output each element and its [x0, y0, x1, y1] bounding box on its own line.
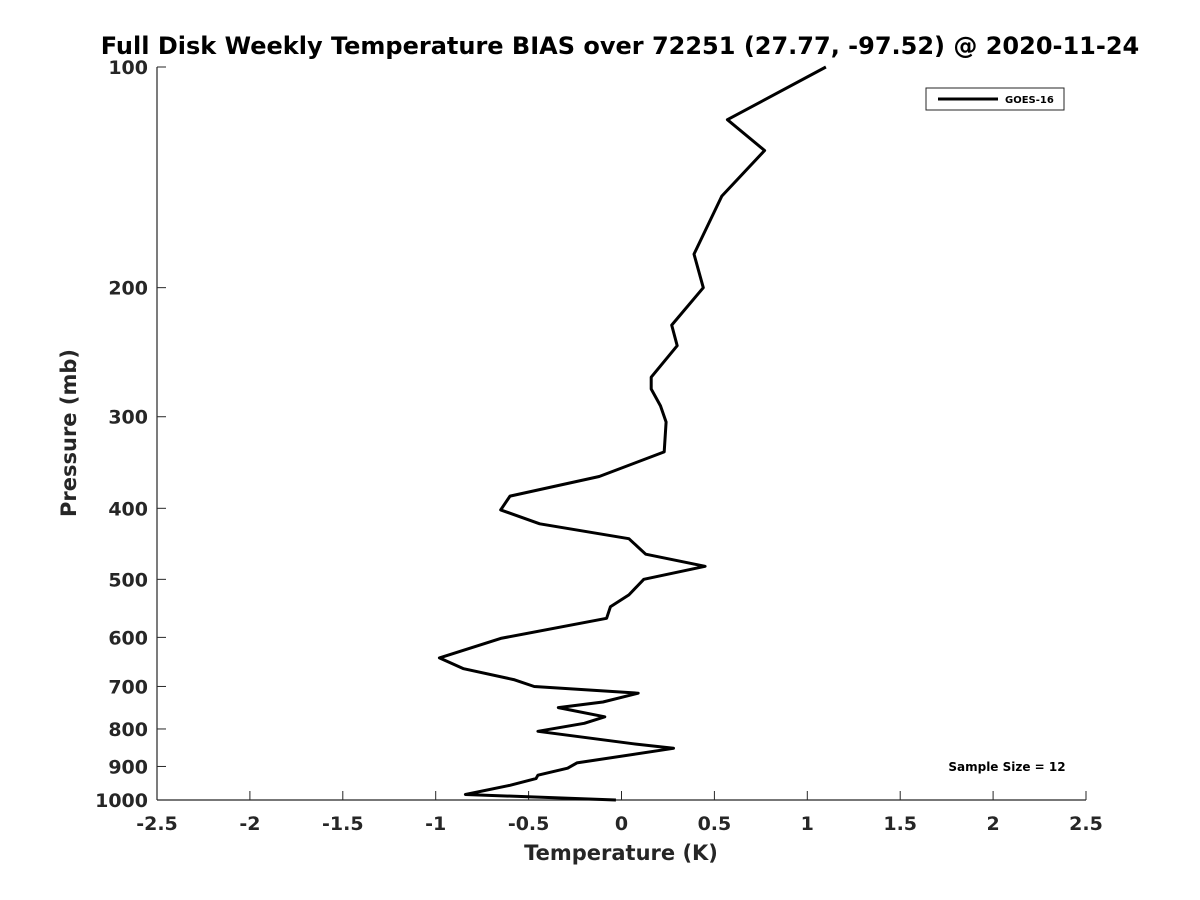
legend-label-goes-16: GOES-16 [1005, 95, 1054, 106]
y-tick-label: 600 [108, 627, 148, 649]
y-axis-ticks: 100 200 300 400 500 600 700 800 900 1000 [95, 57, 166, 812]
x-tick-label: 2 [986, 813, 999, 835]
y-tick-label: 800 [108, 719, 148, 741]
x-tick-label: -2 [239, 813, 260, 835]
y-tick-label: 200 [108, 278, 148, 300]
sample-size-annotation: Sample Size = 12 [948, 760, 1065, 774]
x-tick-label: 2.5 [1069, 813, 1103, 835]
y-axis-label: Pressure (mb) [57, 349, 81, 517]
x-tick-label: -0.5 [508, 813, 550, 835]
x-tick-label: -1 [425, 813, 446, 835]
y-tick-label: 400 [108, 498, 148, 520]
chart-title: Full Disk Weekly Temperature BIAS over 7… [101, 32, 1140, 60]
x-tick-label: 1.5 [883, 813, 917, 835]
y-tick-label: 900 [108, 756, 148, 778]
x-tick-label: 0.5 [698, 813, 732, 835]
x-tick-label: 0 [615, 813, 628, 835]
y-tick-label: 1000 [95, 790, 148, 812]
y-tick-label: 500 [108, 569, 148, 591]
x-tick-label: 1 [801, 813, 814, 835]
series-line-goes-16 [437, 65, 827, 802]
y-tick-label: 700 [108, 676, 148, 698]
y-tick-label: 100 [108, 57, 148, 79]
x-tick-label: -2.5 [136, 813, 178, 835]
x-axis-ticks: -2.5 -2 -1.5 -1 -0.5 0 0.5 1 1.5 2 2.5 [136, 791, 1103, 835]
y-tick-label: 300 [108, 407, 148, 429]
x-axis-label: Temperature (K) [524, 841, 718, 865]
legend: GOES-16 [925, 87, 1065, 111]
series-layer [437, 65, 827, 802]
x-tick-label: -1.5 [322, 813, 364, 835]
